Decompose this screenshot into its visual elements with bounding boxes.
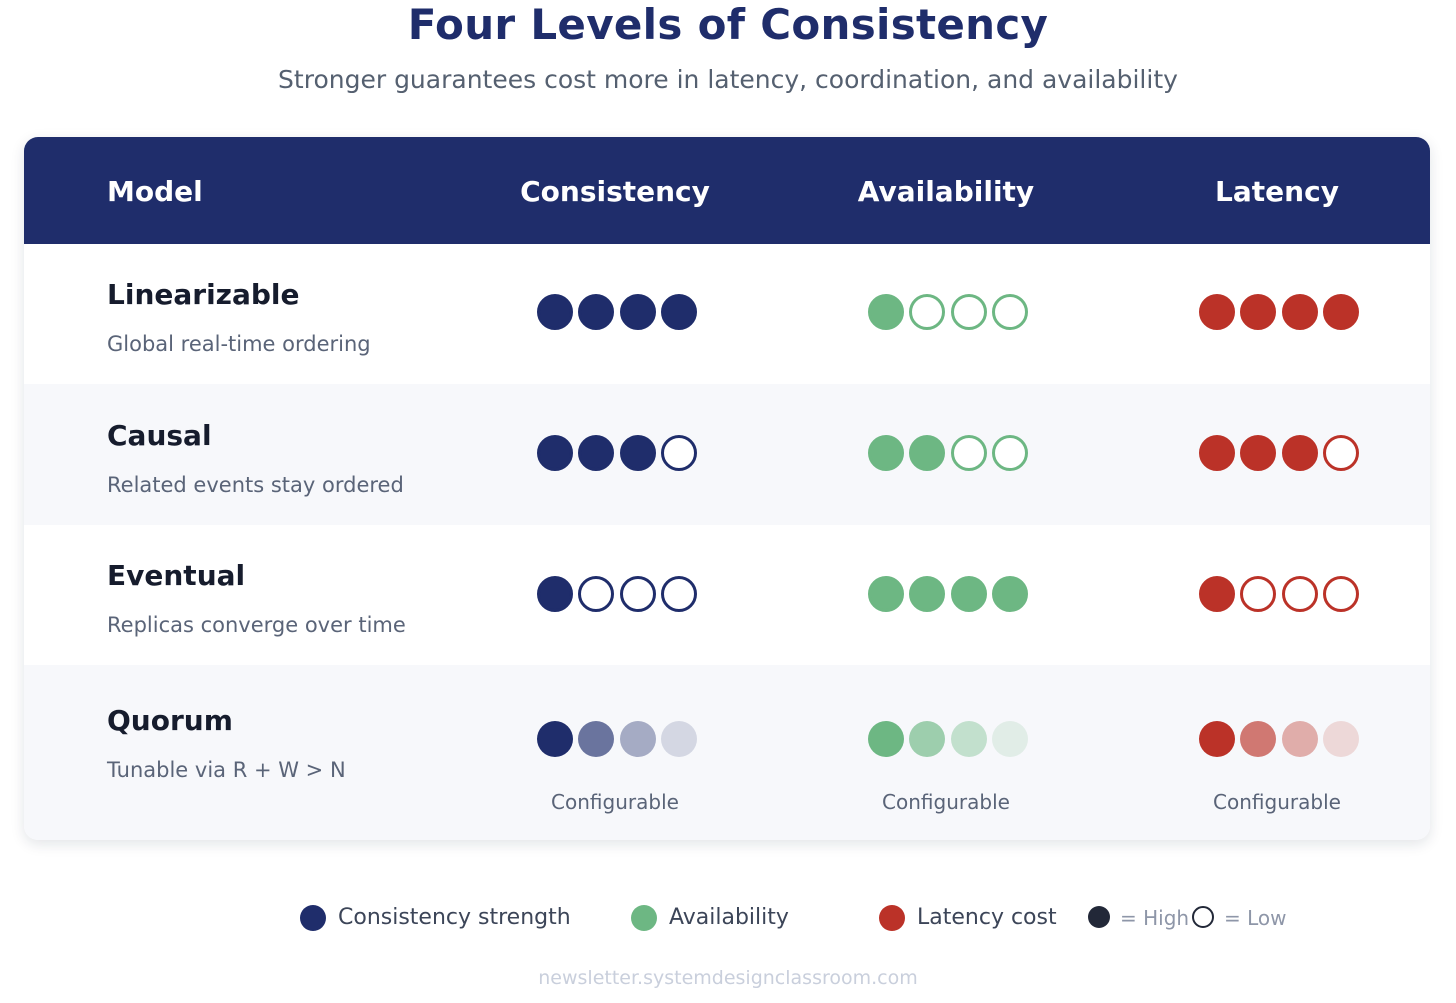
consistency-dot-filled (578, 435, 615, 471)
consistency-dot-empty (660, 576, 697, 612)
column-header-consistency: Consistency (520, 175, 710, 208)
availability-dot-filled (868, 576, 904, 612)
model-description: Global real-time ordering (107, 332, 371, 356)
column-header-availability: Availability (857, 175, 1035, 208)
page-subtitle: Stronger guarantees cost more in latency… (278, 65, 1178, 94)
consistency-dot-filled (619, 435, 656, 471)
configurable-label-availability: Configurable (882, 790, 1010, 814)
availability-dot-gradient (868, 721, 904, 757)
model-name: Causal (107, 419, 212, 452)
consistency-dot-empty (660, 435, 697, 471)
availability-dot-gradient (991, 721, 1028, 757)
legend-latency-dot (879, 905, 905, 931)
availability-dot-gradient (950, 721, 987, 757)
legend-consistency-label: Consistency strength (338, 905, 571, 930)
column-header-latency: Latency (1215, 175, 1339, 208)
availability-dot-empty (991, 294, 1028, 330)
model-name: Eventual (107, 559, 246, 592)
consistency-dot-gradient (578, 721, 615, 757)
legend-low-dot (1192, 906, 1214, 928)
consistency-dot-filled (537, 576, 573, 612)
latency-dot-empty (1240, 576, 1277, 612)
legend-consistency-dot (300, 905, 326, 931)
model-name: Linearizable (107, 278, 300, 311)
consistency-dot-gradient (660, 721, 697, 757)
latency-dot-filled (1281, 435, 1318, 471)
latency-dot-filled (1240, 435, 1277, 471)
consistency-dot-empty (619, 576, 656, 612)
legend-high-dot (1088, 906, 1110, 928)
legend-latency-label: Latency cost (917, 905, 1057, 930)
availability-dot-filled (868, 435, 904, 471)
availability-dot-filled (991, 576, 1028, 612)
availability-dot-empty (950, 435, 987, 471)
availability-dot-empty (909, 294, 946, 330)
latency-dot-empty (1281, 576, 1318, 612)
availability-dot-filled (909, 435, 946, 471)
consistency-dot-filled (578, 294, 615, 330)
latency-dot-empty (1322, 435, 1359, 471)
consistency-dot-filled (537, 435, 573, 471)
table-header: Model Consistency Availability Latency (24, 137, 1430, 244)
comparison-table: Model Consistency Availability Latency L… (24, 137, 1430, 840)
latency-dot-filled (1199, 294, 1235, 330)
latency-dot-filled (1281, 294, 1318, 330)
consistency-dot-gradient (619, 721, 656, 757)
legend-availability-label: Availability (669, 905, 789, 930)
latency-dot-gradient (1240, 721, 1277, 757)
model-name: Quorum (107, 704, 233, 737)
latency-dot-empty (1322, 576, 1359, 612)
availability-dot-gradient (909, 721, 946, 757)
footer-url: newsletter.systemdesignclassroom.com (538, 967, 918, 989)
availability-dot-empty (991, 435, 1028, 471)
configurable-label-latency: Configurable (1213, 790, 1341, 814)
availability-dot-filled (909, 576, 946, 612)
latency-dot-filled (1199, 435, 1235, 471)
table-row-linearizable: Linearizable Global real-time ordering (24, 244, 1430, 384)
legend-low-label: = Low (1224, 906, 1287, 930)
table-row-causal: Causal Related events stay ordered (24, 384, 1430, 525)
availability-dot-filled (868, 294, 904, 330)
latency-dot-gradient (1322, 721, 1359, 757)
table-row-eventual: Eventual Replicas converge over time (24, 525, 1430, 665)
latency-dot-filled (1322, 294, 1359, 330)
latency-dot-gradient (1281, 721, 1318, 757)
configurable-label-consistency: Configurable (551, 790, 679, 814)
column-header-model: Model (107, 175, 203, 208)
latency-dot-filled (1240, 294, 1277, 330)
latency-dot-gradient (1199, 721, 1235, 757)
consistency-dot-gradient (537, 721, 573, 757)
model-description: Related events stay ordered (107, 473, 404, 497)
availability-dot-empty (950, 294, 987, 330)
page-title: Four Levels of Consistency (407, 0, 1049, 49)
legend-high-label: = High (1120, 906, 1190, 930)
table-row-quorum: Quorum Tunable via R + W > N Configurabl… (24, 665, 1430, 840)
model-description: Replicas converge over time (107, 613, 406, 637)
latency-dot-filled (1199, 576, 1235, 612)
consistency-dot-filled (537, 294, 573, 330)
consistency-dot-filled (619, 294, 656, 330)
availability-dot-filled (950, 576, 987, 612)
model-description: Tunable via R + W > N (107, 758, 346, 782)
consistency-dot-empty (578, 576, 615, 612)
legend-availability-dot (631, 905, 657, 931)
consistency-dot-filled (660, 294, 697, 330)
